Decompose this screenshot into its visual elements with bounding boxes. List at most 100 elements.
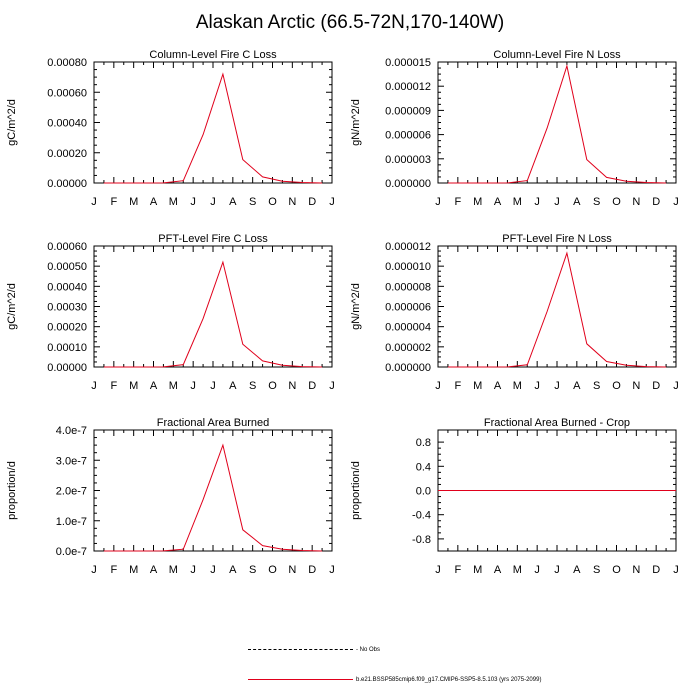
legend-label-no-obs: - No Obs (356, 647, 381, 653)
x-tick-label: O (612, 196, 621, 208)
x-tick-label: N (632, 564, 640, 576)
legend-label-series: b.e21.BSSP585cmip6.f09_g17.CMIP6-SSP5-8.… (356, 677, 542, 683)
series-line (103, 260, 323, 368)
panel-title: Fractional Area Burned (157, 417, 270, 429)
y-tick-label: 0.000012 (385, 81, 431, 93)
y-tick-label: 0.00080 (47, 57, 87, 69)
x-tick-label: J (554, 564, 560, 576)
y-tick-label: 0.000009 (385, 105, 431, 117)
panel-title: PFT-Level Fire C Loss (158, 233, 268, 245)
x-tick-label: M (473, 564, 482, 576)
x-tick-label: M (129, 564, 138, 576)
x-tick-label: J (91, 380, 97, 392)
figure-title: Alaskan Arctic (66.5-72N,170-140W) (195, 12, 505, 33)
x-tick-label: S (593, 196, 600, 208)
x-tick-label: S (593, 380, 600, 392)
y-tick-label: 0.4 (416, 461, 431, 473)
x-tick-label: J (435, 564, 441, 576)
x-tick-label: J (91, 564, 97, 576)
y-tick-label: 0.0e-7 (56, 546, 87, 558)
y-tick-label: 3.0e-7 (56, 455, 87, 467)
y-tick-label: 0.00060 (47, 241, 87, 253)
panel-title: Column-Level Fire N Loss (493, 49, 621, 61)
y-axis-label: proportion/d (6, 461, 18, 520)
y-tick-label: 0.00010 (47, 342, 87, 354)
panel-title: Fractional Area Burned - Crop (484, 417, 630, 429)
x-tick-label: D (308, 564, 316, 576)
x-tick-label: A (229, 380, 237, 392)
x-tick-label: D (652, 564, 660, 576)
plot-frame (437, 245, 677, 368)
y-tick-label: 0.000006 (385, 302, 431, 314)
x-tick-label: N (288, 196, 296, 208)
series-line (447, 64, 667, 184)
x-tick-label: N (632, 380, 640, 392)
x-tick-label: A (150, 196, 158, 208)
y-tick-label: 0.000006 (385, 130, 431, 142)
plot-frame (93, 245, 333, 368)
y-tick-label: 0.000000 (385, 362, 431, 374)
y-tick-label: 1.0e-7 (56, 516, 87, 528)
x-tick-label: O (268, 196, 277, 208)
x-tick-label: J (673, 380, 679, 392)
x-tick-label: M (473, 380, 482, 392)
x-tick-label: J (91, 196, 97, 208)
series-line (447, 251, 667, 368)
legend-item-series: b.e21.BSSP585cmip6.f09_g17.CMIP6-SSP5-8.… (0, 673, 700, 687)
x-tick-label: A (573, 196, 581, 208)
x-tick-label: J (329, 196, 335, 208)
x-tick-label: J (673, 564, 679, 576)
x-tick-label: F (454, 380, 461, 392)
y-tick-label: 0.00050 (47, 261, 87, 273)
y-tick-label: 0.00000 (47, 362, 87, 374)
x-tick-label: F (454, 196, 461, 208)
y-tick-label: 0.00020 (47, 322, 87, 334)
x-tick-label: S (249, 564, 256, 576)
x-tick-label: J (190, 380, 196, 392)
x-tick-label: J (534, 380, 540, 392)
x-tick-label: N (288, 380, 296, 392)
x-tick-label: D (652, 196, 660, 208)
y-tick-label: 0.00040 (47, 281, 87, 293)
x-tick-label: M (169, 380, 178, 392)
y-tick-label: -0.8 (412, 534, 431, 546)
x-tick-label: A (150, 564, 158, 576)
plot-frame (93, 429, 333, 552)
x-tick-label: N (632, 196, 640, 208)
y-tick-label: 0.000012 (385, 241, 431, 253)
x-tick-label: J (329, 564, 335, 576)
y-tick-label: 2.0e-7 (56, 486, 87, 498)
y-tick-label: 0.000008 (385, 281, 431, 293)
x-tick-label: O (612, 380, 621, 392)
x-tick-label: M (473, 196, 482, 208)
y-tick-label: 0.8 (416, 437, 431, 449)
y-tick-label: 4.0e-7 (56, 425, 87, 437)
x-tick-label: A (494, 196, 502, 208)
y-tick-label: 0.0 (416, 486, 431, 498)
panel-title: PFT-Level Fire N Loss (502, 233, 612, 245)
x-tick-label: J (435, 380, 441, 392)
x-tick-label: J (190, 564, 196, 576)
x-tick-label: O (268, 564, 277, 576)
x-tick-label: J (210, 380, 216, 392)
x-tick-label: O (268, 380, 277, 392)
y-tick-label: 0.00040 (47, 118, 87, 130)
x-tick-label: S (593, 564, 600, 576)
legend-solid-line (248, 679, 353, 680)
x-tick-label: J (329, 380, 335, 392)
y-axis-label: proportion/d (350, 461, 362, 520)
y-tick-label: 0.000003 (385, 154, 431, 166)
x-tick-label: M (129, 196, 138, 208)
x-tick-label: A (229, 564, 237, 576)
series-line (103, 443, 323, 552)
x-tick-label: A (494, 564, 502, 576)
x-tick-label: O (612, 564, 621, 576)
x-tick-label: J (435, 196, 441, 208)
x-tick-label: J (554, 196, 560, 208)
y-tick-label: 0.00060 (47, 87, 87, 99)
x-tick-label: M (169, 564, 178, 576)
panel-title: Column-Level Fire C Loss (149, 49, 277, 61)
x-tick-label: A (573, 380, 581, 392)
x-tick-label: M (129, 380, 138, 392)
x-tick-label: F (454, 564, 461, 576)
